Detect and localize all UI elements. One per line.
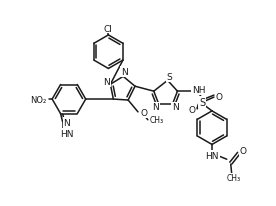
Text: O: O	[240, 146, 247, 155]
Text: NH: NH	[192, 85, 206, 94]
Text: NO₂: NO₂	[30, 95, 46, 104]
Text: CH₃: CH₃	[227, 174, 241, 183]
Text: O: O	[141, 109, 148, 118]
Text: N: N	[152, 103, 159, 112]
Text: N: N	[103, 77, 110, 86]
Text: Cl: Cl	[104, 24, 113, 33]
Text: CH₃: CH₃	[150, 116, 164, 125]
Text: O: O	[188, 106, 195, 115]
Text: S: S	[199, 97, 205, 108]
Text: HN: HN	[60, 129, 74, 138]
Text: N: N	[121, 68, 128, 77]
Text: S: S	[167, 73, 172, 81]
Text: HN: HN	[205, 151, 219, 160]
Text: N: N	[63, 118, 70, 127]
Text: O: O	[216, 92, 223, 101]
Text: N: N	[172, 103, 179, 112]
